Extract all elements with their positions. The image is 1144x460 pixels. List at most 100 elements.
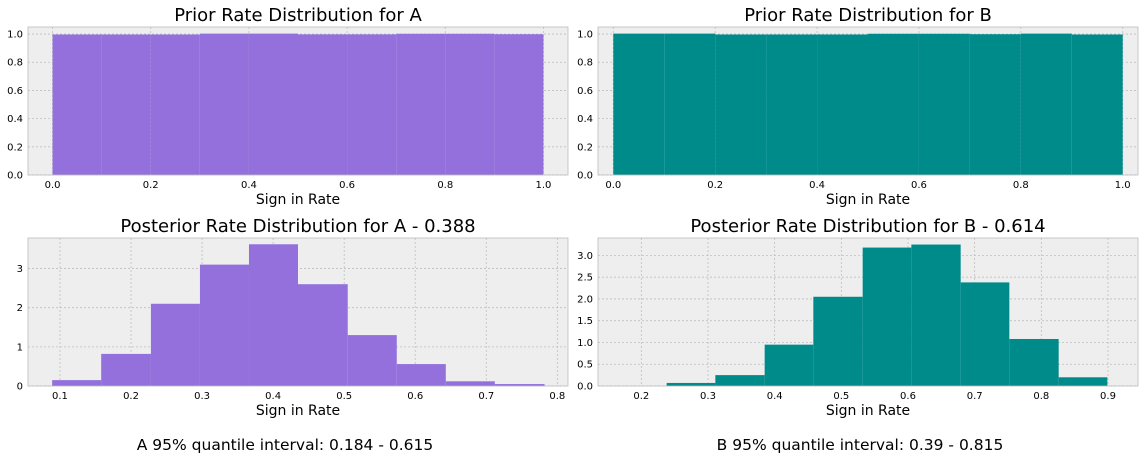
posterior-b-bar-6 (960, 282, 1010, 386)
prior-a-bar-6 (347, 34, 397, 175)
posterior-b-bar-1 (715, 375, 765, 386)
prior-a-bar-5 (298, 34, 348, 175)
posterior-b-ytick-label-1: 0.5 (577, 360, 593, 371)
posterior-b-xtick-label-3: 0.5 (833, 391, 849, 402)
posterior-a-bar-5 (298, 284, 348, 386)
prior-b-ytick-label-5: 1.0 (577, 30, 593, 41)
prior-a-ytick-label-4: 0.8 (7, 58, 23, 69)
prior-b-bar-1 (664, 33, 716, 176)
prior-b-xlabel: Sign in Rate (826, 192, 910, 208)
interval-text-a: A 95% quantile interval: 0.184 - 0.615 (137, 436, 433, 454)
posterior-a-bar-4 (248, 244, 298, 386)
posterior-b-ytick-label-6: 3.0 (577, 251, 593, 262)
prior-a-bar-8 (445, 33, 495, 175)
posterior-b-xtick-label-4: 0.6 (900, 391, 916, 402)
posterior-b-ytick-label-5: 2.5 (577, 273, 593, 284)
posterior-b-title: Posterior Rate Distribution for B - 0.61… (690, 216, 1045, 237)
posterior-a-xtick-label-2: 0.3 (194, 391, 210, 402)
prior-a-xtick-label-0: 0.0 (45, 180, 61, 191)
prior-b-xtick-label-2: 0.4 (809, 180, 825, 191)
prior-b-bar-2 (715, 34, 767, 175)
prior-b-xtick-label-1: 0.2 (707, 180, 723, 191)
prior-b-bar-6 (918, 33, 970, 175)
posterior-b-xtick-label-1: 0.3 (700, 391, 716, 402)
posterior-b-bar-7 (1009, 338, 1059, 386)
prior-b-ytick-label-1: 0.2 (577, 142, 593, 153)
posterior-a-xtick-label-5: 0.6 (407, 391, 423, 402)
prior-b-bar-3 (766, 34, 818, 175)
posterior-b-bar-8 (1058, 377, 1108, 386)
posterior-b-ytick-label-2: 1.0 (577, 338, 593, 349)
posterior-a-bar-9 (494, 384, 545, 386)
prior-a-frame (27, 26, 569, 176)
posterior-a-bar-0 (52, 380, 102, 386)
posterior-a-ytick-label-2: 2 (17, 303, 23, 314)
prior-a-bar-3 (199, 33, 249, 176)
interval-text-b: B 95% quantile interval: 0.39 - 0.815 (717, 436, 1004, 454)
prior-b-xtick-label-5: 1.0 (1115, 180, 1131, 191)
prior-a-xtick-label-5: 1.0 (536, 180, 552, 191)
prior-b-bar-5 (868, 33, 919, 175)
posterior-a-bar-8 (445, 381, 495, 386)
chart-posterior-a: 0.1 0.2 0.3 0.4 0.5 0.6 0.7 0.8 0 1 2 3 Posterior Ra… (17, 216, 569, 419)
posterior-b-bar-3 (813, 296, 863, 386)
prior-a-bar-1 (101, 34, 151, 175)
prior-a-xtick-label-1: 0.2 (143, 180, 159, 191)
posterior-b-xtick-label-2: 0.4 (767, 391, 783, 402)
posterior-b-xtick-label-7: 0.9 (1100, 391, 1116, 402)
posterior-a-xtick-label-1: 0.2 (123, 391, 139, 402)
posterior-b-bar-2 (764, 344, 814, 386)
prior-b-ytick-label-3: 0.6 (577, 86, 593, 97)
prior-b-xtick-label-3: 0.6 (911, 180, 927, 191)
posterior-b-ytick-label-4: 2.0 (577, 294, 593, 305)
posterior-b-ytick-label-3: 1.5 (577, 316, 593, 327)
prior-b-bar-9 (1071, 34, 1123, 175)
posterior-b-bar-5 (911, 244, 961, 386)
posterior-a-xtick-label-3: 0.4 (265, 391, 281, 402)
chart-prior-a: 0.0 0.2 0.4 0.6 0.8 1.0 0.0 0.2 0.4 0.6 0.8 1.0 Prio… (7, 5, 569, 208)
prior-b-xtick-label-0: 0.0 (605, 180, 621, 191)
posterior-b-xtick-label-5: 0.7 (967, 391, 983, 402)
prior-a-bar-2 (150, 34, 200, 175)
prior-b-ytick-label-2: 0.4 (577, 114, 593, 125)
posterior-a-xlabel: Sign in Rate (256, 403, 340, 419)
prior-a-xtick-label-3: 0.6 (339, 180, 355, 191)
posterior-b-ytick-label-0: 0.0 (577, 382, 593, 393)
chart-posterior-b: 0.2 0.3 0.4 0.5 0.6 0.7 0.8 0.9 0.0 0.5 1.0 1.5 2.0 2… (577, 216, 1139, 419)
prior-a-ytick-label-5: 1.0 (7, 30, 23, 41)
posterior-b-xtick-label-0: 0.2 (633, 391, 649, 402)
posterior-a-ytick-label-1: 1 (17, 342, 23, 353)
prior-a-ytick-label-1: 0.2 (7, 142, 23, 153)
prior-a-bar-9 (494, 34, 544, 176)
prior-b-ytick-label-0: 0.0 (577, 171, 593, 182)
posterior-a-bar-1 (101, 353, 151, 386)
prior-b-bar-0 (613, 33, 665, 176)
prior-b-bar-8 (1020, 33, 1072, 176)
prior-a-ytick-label-2: 0.4 (7, 114, 23, 125)
prior-a-xtick-label-2: 0.4 (241, 180, 257, 191)
posterior-a-xtick-label-6: 0.7 (478, 391, 494, 402)
posterior-a-xtick-label-7: 0.8 (549, 391, 565, 402)
posterior-b-xtick-label-6: 0.8 (1033, 391, 1049, 402)
prior-b-ytick-label-4: 0.8 (577, 58, 593, 69)
prior-a-bar-0 (52, 34, 102, 175)
posterior-b-bar-0 (666, 382, 716, 386)
prior-b-bar-4 (817, 34, 868, 175)
prior-b-frame (597, 26, 1139, 176)
prior-a-ytick-label-0: 0.0 (7, 171, 23, 182)
posterior-a-bar-3 (199, 264, 249, 386)
posterior-a-ytick-label-0: 0 (17, 382, 23, 393)
posterior-a-frame (27, 237, 569, 387)
posterior-b-frame (597, 237, 1139, 387)
posterior-a-title: Posterior Rate Distribution for A - 0.38… (120, 216, 475, 237)
prior-a-xtick-label-4: 0.8 (437, 180, 453, 191)
posterior-a-ytick-label-3: 3 (17, 264, 23, 275)
posterior-a-bar-2 (150, 303, 200, 386)
posterior-a-xtick-label-4: 0.5 (336, 391, 352, 402)
prior-b-bar-7 (969, 34, 1021, 176)
posterior-b-bar-4 (862, 247, 912, 386)
posterior-a-bar-6 (347, 335, 397, 386)
prior-a-title: Prior Rate Distribution for A (174, 5, 422, 26)
prior-a-ytick-label-3: 0.6 (7, 86, 23, 97)
